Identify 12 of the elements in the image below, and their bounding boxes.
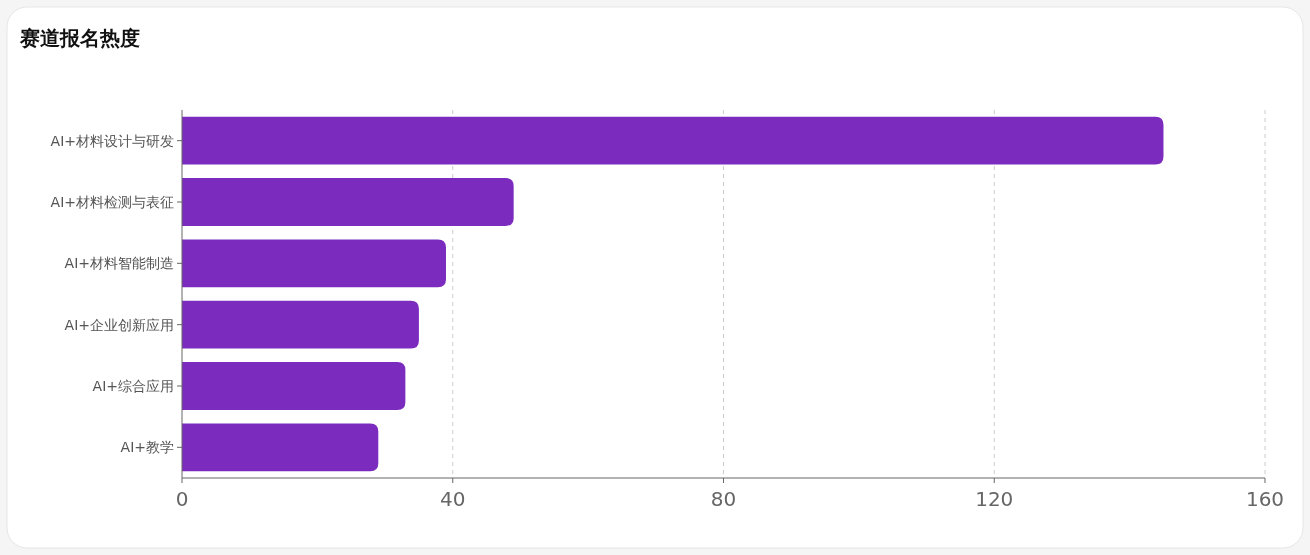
x-tick-label: 160 <box>1245 487 1285 511</box>
y-tick-label: AI+材料智能制造 <box>64 255 174 272</box>
x-tick-label: 0 <box>175 487 189 511</box>
y-tick-label: AI+综合应用 <box>92 378 174 394</box>
y-tick-label: AI+企业创新应用 <box>64 316 174 333</box>
x-tick-label: 40 <box>440 487 466 511</box>
x-tick-label: 120 <box>975 487 1014 511</box>
x-tick-label: 80 <box>710 487 737 511</box>
y-tick-label: AI+教学 <box>120 439 174 456</box>
y-tick-label: AI+材料检测与表征 <box>50 194 174 210</box>
chart-title: 赛道报名热度 <box>19 26 140 50</box>
y-tick-label: AI+材料设计与研发 <box>50 132 174 149</box>
